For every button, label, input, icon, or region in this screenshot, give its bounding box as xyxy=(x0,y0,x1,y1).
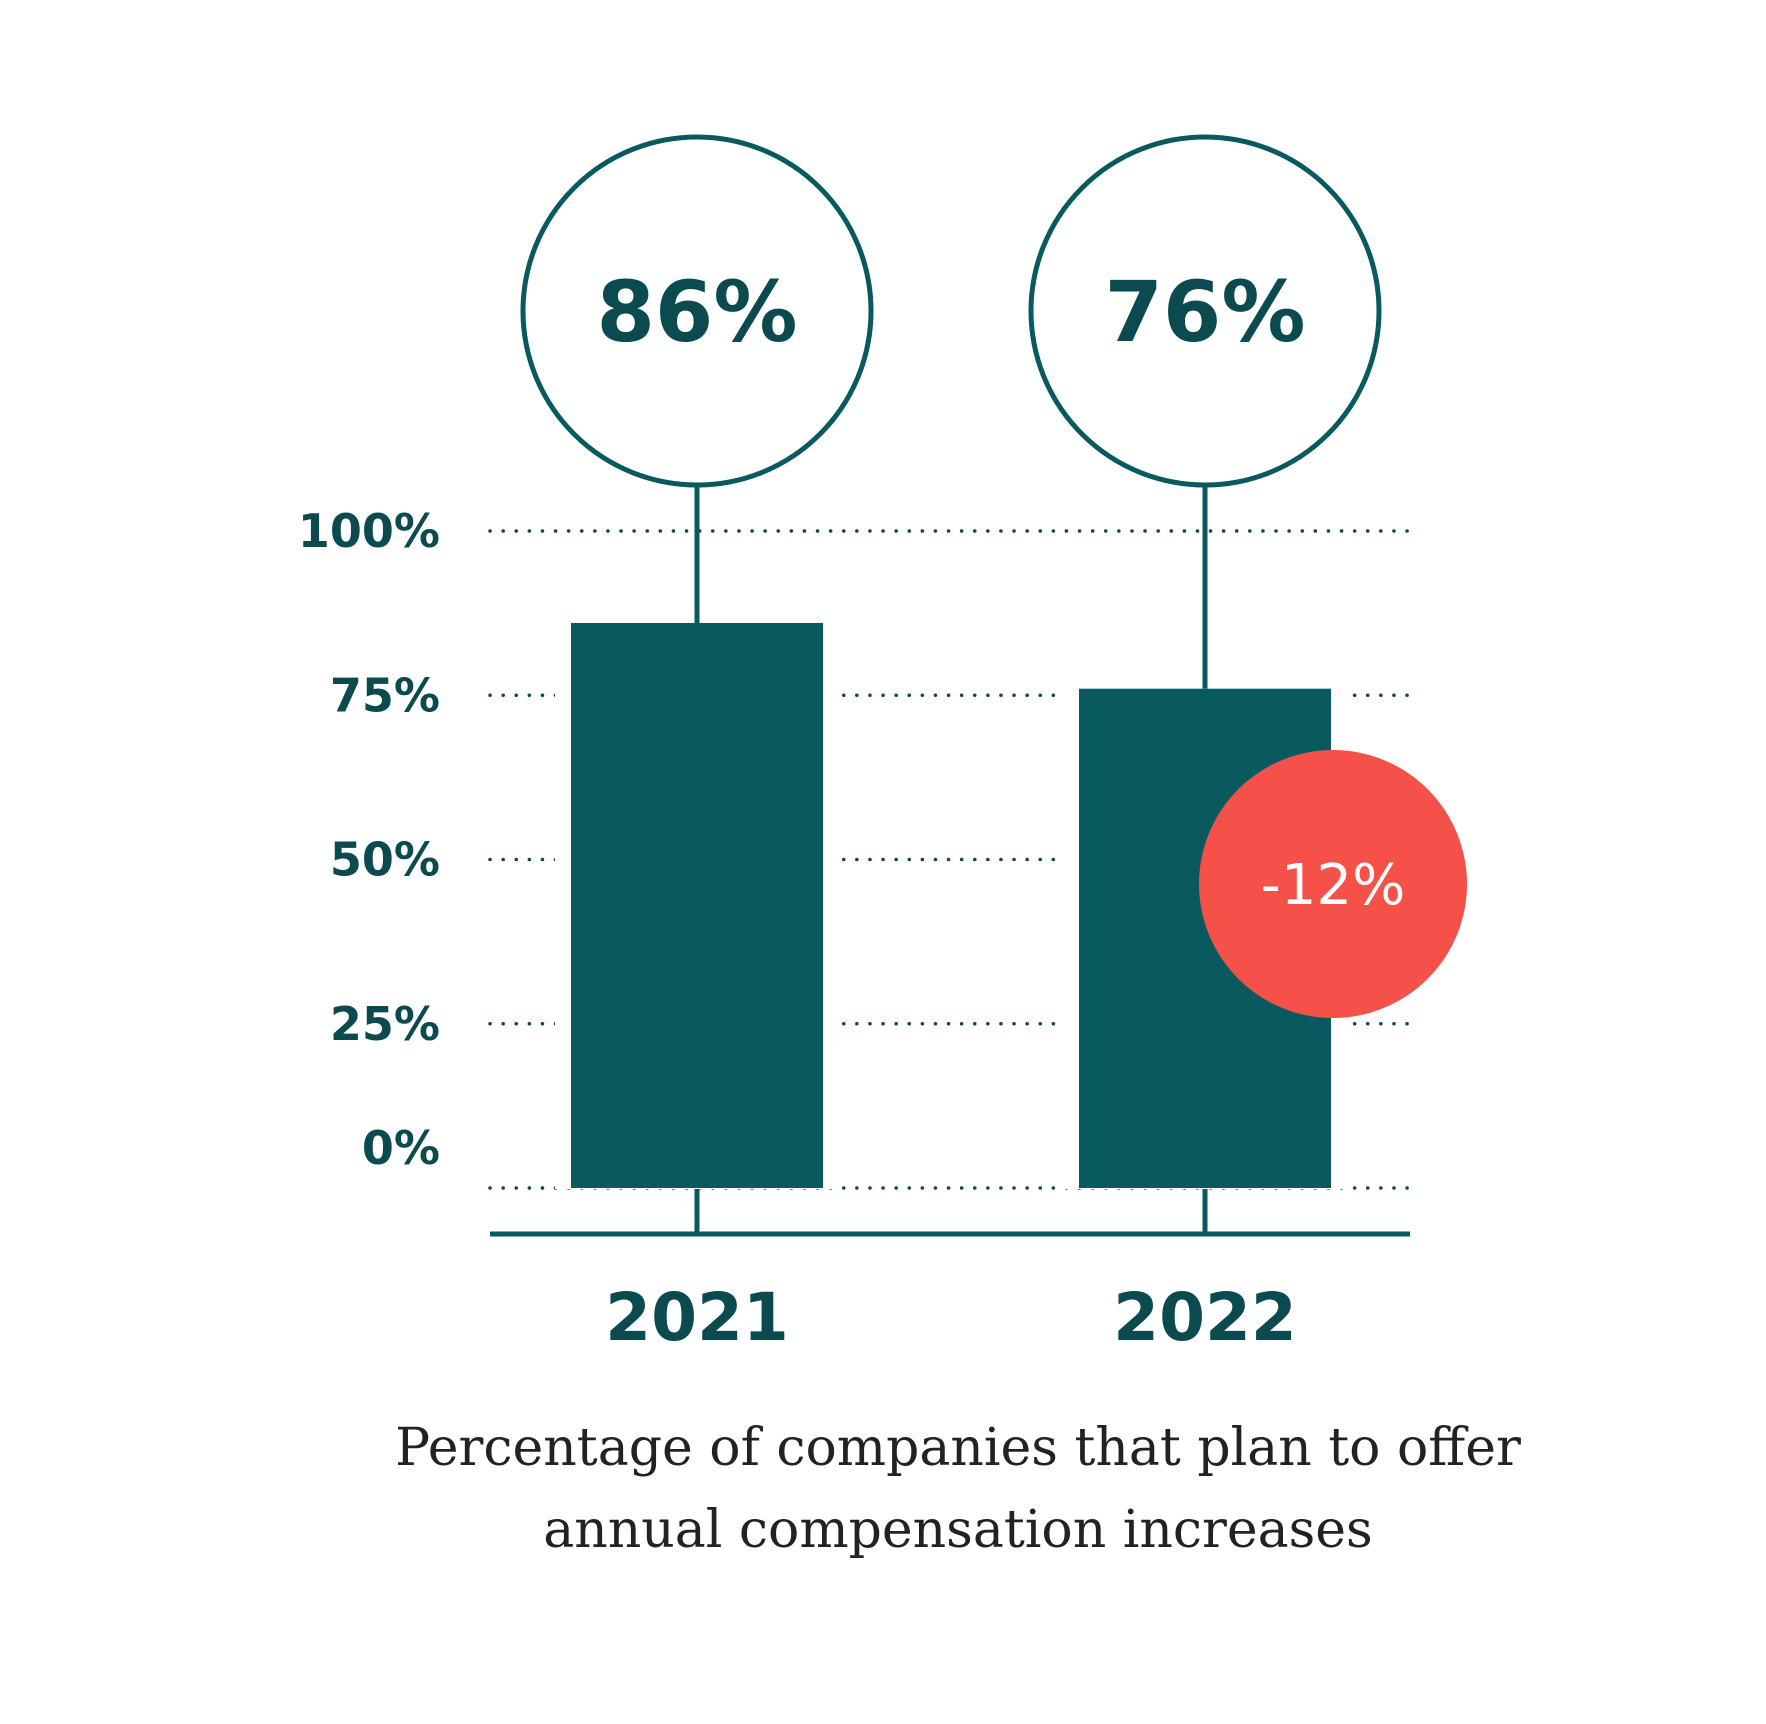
x-category-label: 2022 xyxy=(1113,1279,1297,1356)
bars: 86% 76% xyxy=(520,134,1382,1234)
bar-2021 xyxy=(571,622,823,1188)
y-tick-label: 0% xyxy=(362,1121,440,1175)
x-axis-categories: 2021 2022 xyxy=(605,1279,1297,1356)
caption-line: annual compensation increases xyxy=(543,1500,1373,1560)
x-category-label: 2021 xyxy=(605,1279,789,1356)
y-tick-label: 50% xyxy=(330,833,440,887)
change-badge-group: -12% xyxy=(1199,750,1467,1018)
value-circle xyxy=(520,134,874,488)
value-circle xyxy=(1028,134,1382,488)
grid-lines xyxy=(488,529,1410,1190)
y-tick-label: 75% xyxy=(330,668,440,722)
caption-line: Percentage of companies that plan to off… xyxy=(395,1418,1521,1478)
value-label: 86% xyxy=(596,263,797,361)
chart-caption: Percentage of companies that plan to off… xyxy=(395,1418,1521,1560)
y-tick-label: 100% xyxy=(298,504,440,558)
change-badge xyxy=(1199,750,1467,1018)
value-label: 76% xyxy=(1104,263,1305,361)
y-axis-ticks: 0% 25% 50% 75% 100% xyxy=(298,504,440,1175)
change-badge-label: -12% xyxy=(1261,853,1406,918)
y-tick-label: 25% xyxy=(330,997,440,1051)
